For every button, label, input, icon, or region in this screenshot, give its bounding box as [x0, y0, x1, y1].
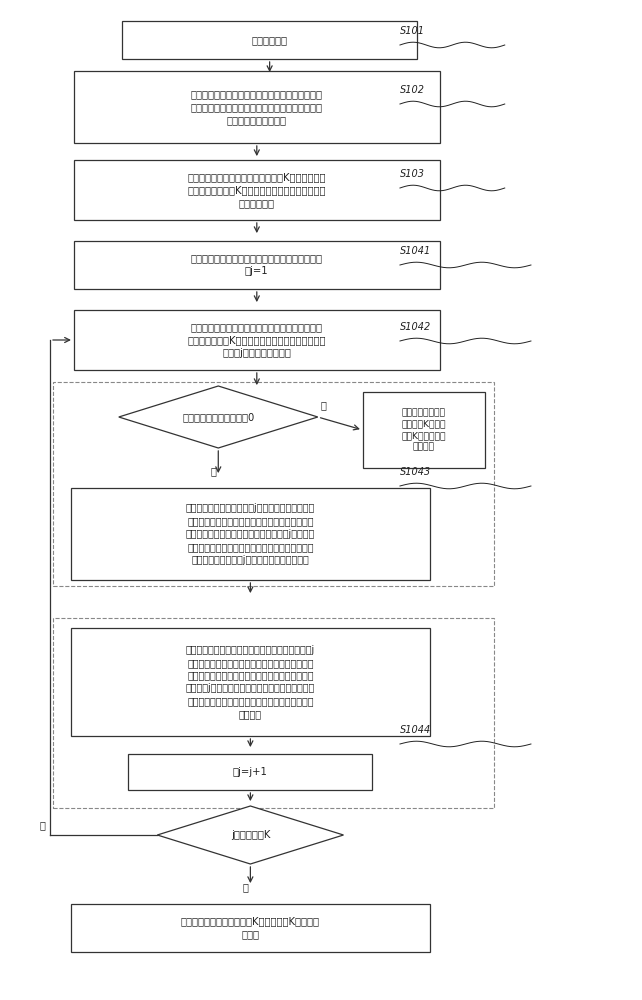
Text: S102: S102	[400, 85, 425, 95]
Text: 将所有所述新路径相对于所述第一结果列表中的第j
条候选路径的增量中大于所述增量指标上限的新路
径抛弃，将所有所述新路径相对于所述第一结果列
表中的第j条候选路径: 将所有所述新路径相对于所述第一结果列表中的第j 条候选路径的增量中大于所述增量指…	[186, 645, 315, 719]
Text: 否: 否	[242, 882, 248, 892]
FancyBboxPatch shape	[74, 310, 440, 370]
Text: S101: S101	[400, 26, 425, 36]
Text: 增量指标上限小于或等于0: 增量指标上限小于或等于0	[182, 412, 254, 422]
Text: S103: S103	[400, 169, 425, 179]
FancyBboxPatch shape	[71, 904, 430, 952]
Text: 计算所述有向图中从起点到终点的前K条最短路径，
并将计算获得的前K条最短路径作为候选路径放入第
一结果列表中: 计算所述有向图中从起点到终点的前K条最短路径， 并将计算获得的前K条最短路径作为…	[187, 172, 326, 208]
Text: 计算增量指标上限，所述增量指标上限等于所述第
二结果列表中第K条路径的长度减去所述第一结果列
表中第j条候选路径的长度: 计算增量指标上限，所述增量指标上限等于所述第 二结果列表中第K条路径的长度减去所…	[187, 322, 326, 358]
Text: 是: 是	[321, 400, 327, 410]
Text: S1042: S1042	[400, 322, 431, 332]
Text: 否: 否	[210, 466, 216, 476]
Text: 是: 是	[40, 820, 46, 830]
Text: S1044: S1044	[400, 725, 431, 735]
FancyBboxPatch shape	[74, 71, 440, 143]
FancyBboxPatch shape	[74, 160, 440, 220]
Polygon shape	[157, 806, 343, 864]
Text: S1043: S1043	[400, 467, 431, 477]
Polygon shape	[119, 386, 318, 448]
FancyBboxPatch shape	[71, 628, 430, 736]
Text: 将所述第二结果列
表中的前K条路径
作为K条所述最终
路径输出: 将所述第二结果列 表中的前K条路径 作为K条所述最终 路径输出	[401, 408, 446, 452]
Text: 令第二结果列表等于第一结果列表，令当前筛选路
径j=1: 令第二结果列表等于第一结果列表，令当前筛选路 径j=1	[191, 254, 323, 276]
FancyBboxPatch shape	[122, 21, 417, 59]
Text: 令j=j+1: 令j=j+1	[233, 767, 268, 777]
Text: 根据所述原始数据构建有向图，所述有向图中每两
个节点构成的边的权重值为这两个节点的非负权重
值中最小的非负权重值: 根据所述原始数据构建有向图，所述有向图中每两 个节点构成的边的权重值为这两个节点…	[191, 89, 323, 125]
Text: S1041: S1041	[400, 246, 431, 256]
FancyBboxPatch shape	[71, 488, 430, 580]
Text: j小于或等于K: j小于或等于K	[230, 830, 270, 840]
Text: 获取原始数据: 获取原始数据	[252, 35, 288, 45]
FancyBboxPatch shape	[363, 392, 485, 468]
FancyBboxPatch shape	[128, 754, 372, 790]
Text: 将所述第二结果列表中的前K条路径作为K条所述最
终路径: 将所述第二结果列表中的前K条路径作为K条所述最 终路径	[181, 917, 320, 939]
FancyBboxPatch shape	[74, 241, 440, 289]
Text: 将所述第一结果列表中的第j条候选路径包含的边的
其他非负权重值以组合的方式构成新路径，计算所
有新路径相对于所述第一结果列表中的第j条候选路
径的增量，所述增量: 将所述第一结果列表中的第j条候选路径包含的边的 其他非负权重值以组合的方式构成新…	[186, 503, 315, 565]
